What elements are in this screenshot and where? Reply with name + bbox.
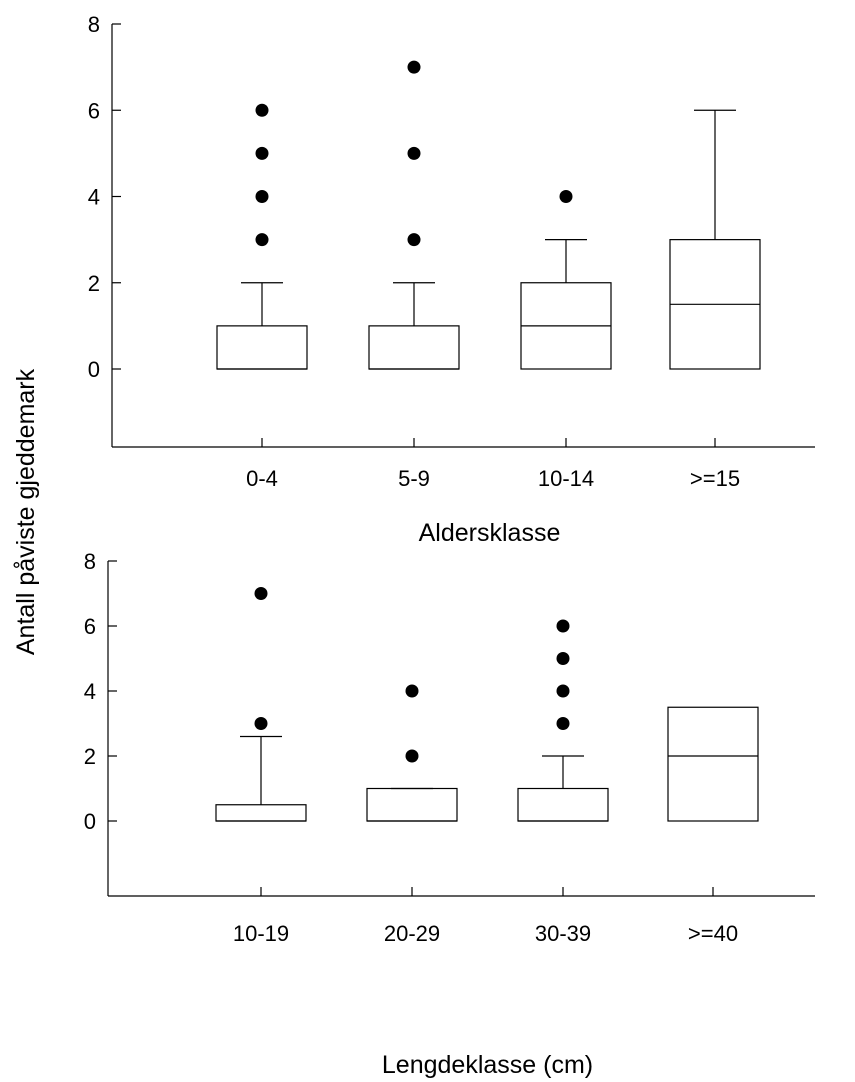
box (366, 787, 458, 822)
outlier-point (559, 190, 573, 203)
outlier-point (405, 749, 419, 763)
y-tick-label: 6 (88, 98, 100, 123)
y-tick-label: 4 (84, 679, 96, 704)
box (216, 325, 308, 370)
x-tick-label: >=40 (688, 921, 738, 946)
x-axis-label: Aldersklasse (419, 519, 561, 547)
y-tick-label: 4 (88, 185, 100, 210)
y-tick-label: 2 (84, 744, 96, 769)
outlier-point (255, 146, 269, 160)
box (215, 804, 307, 822)
x-tick-label: 10-14 (538, 466, 594, 491)
outlier-point (405, 684, 419, 698)
x-tick-label: 20-29 (384, 921, 440, 946)
y-tick-label: 8 (84, 549, 96, 574)
box (517, 787, 609, 822)
top-panel-age-class: 0 2 4 6 8 0-4 5-9 10-14 >=15 Aldersklasse (88, 12, 815, 547)
outlier-point (407, 60, 421, 74)
outlier-point (254, 587, 268, 600)
outlier-point (255, 103, 269, 117)
y-tick-label: 0 (88, 357, 100, 382)
outlier-point (556, 684, 570, 698)
outlier-point (407, 233, 421, 247)
x-axis-label: Lengdeklasse (cm) (382, 1051, 593, 1079)
x-tick-label: >=15 (690, 466, 740, 491)
outlier-point (556, 619, 570, 633)
outlier-point (255, 233, 269, 247)
outlier-point (407, 146, 421, 160)
outlier-point (255, 190, 269, 203)
y-tick-label: 8 (88, 12, 100, 37)
box (667, 706, 759, 822)
x-tick-label: 0-4 (246, 466, 278, 491)
outlier-point (556, 717, 570, 730)
y-axis-label: Antall påviste gjeddemark (12, 368, 40, 655)
x-tick-label: 10-19 (233, 921, 289, 946)
x-tick-label: 30-39 (535, 921, 591, 946)
bottom-panel-length-class: 0 2 4 6 8 10-19 20-29 30-39 >=40 Lengdeklasse (cm… (84, 549, 815, 1079)
outlier-point (556, 652, 570, 665)
y-tick-label: 0 (84, 809, 96, 834)
box (368, 325, 460, 370)
y-tick-label: 6 (84, 614, 96, 639)
y-tick-label: 2 (88, 271, 100, 296)
outlier-point (254, 717, 268, 730)
x-tick-label: 5-9 (398, 466, 430, 491)
